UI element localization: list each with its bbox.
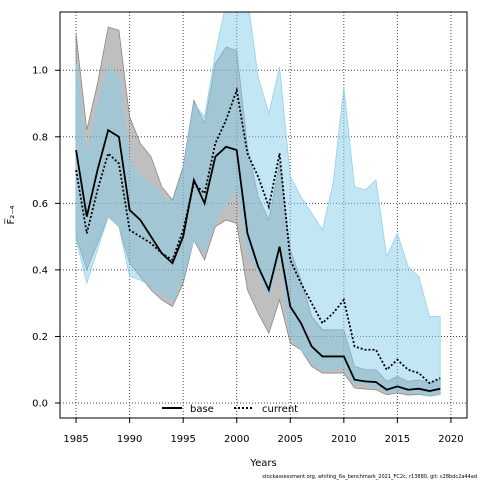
x-axis: 1985 1990 1995 2000 2005 2010 2015 2020 bbox=[63, 418, 464, 445]
x-tick-label: 1990 bbox=[117, 434, 142, 445]
y-tick-label: 0.4 bbox=[32, 265, 48, 276]
legend-label-base: base bbox=[190, 404, 214, 415]
y-tick-label: 0.2 bbox=[32, 332, 48, 343]
x-tick-label: 2015 bbox=[385, 434, 410, 445]
y-axis: 0.0 0.2 0.4 0.6 0.8 1.0 bbox=[32, 66, 60, 410]
y-tick-label: 0.0 bbox=[32, 399, 48, 410]
y-tick-label: 1.0 bbox=[32, 66, 48, 77]
x-tick-label: 2005 bbox=[278, 434, 303, 445]
x-axis-label: Years bbox=[249, 458, 276, 469]
series-line-current bbox=[75, 86, 441, 385]
y-tick-label: 0.6 bbox=[32, 199, 48, 210]
x-tick-label: 2000 bbox=[224, 434, 249, 445]
x-tick-label: 1995 bbox=[170, 434, 195, 445]
footer-note: stockassessment.org, whiting_6a_benchmar… bbox=[262, 474, 477, 480]
y-axis-label: F̅₂₋₄ bbox=[4, 205, 17, 224]
x-tick-label: 2020 bbox=[438, 434, 463, 445]
series-line-base bbox=[75, 128, 441, 392]
y-tick-label: 0.8 bbox=[32, 132, 48, 143]
x-tick-label: 2010 bbox=[331, 434, 356, 445]
confidence-band-current bbox=[75, 12, 441, 397]
legend-label-current: current bbox=[262, 404, 298, 415]
series-area bbox=[75, 12, 441, 397]
plot-frame bbox=[59, 11, 468, 419]
x-tick-label: 1985 bbox=[63, 434, 88, 445]
legend: base current bbox=[162, 404, 298, 415]
